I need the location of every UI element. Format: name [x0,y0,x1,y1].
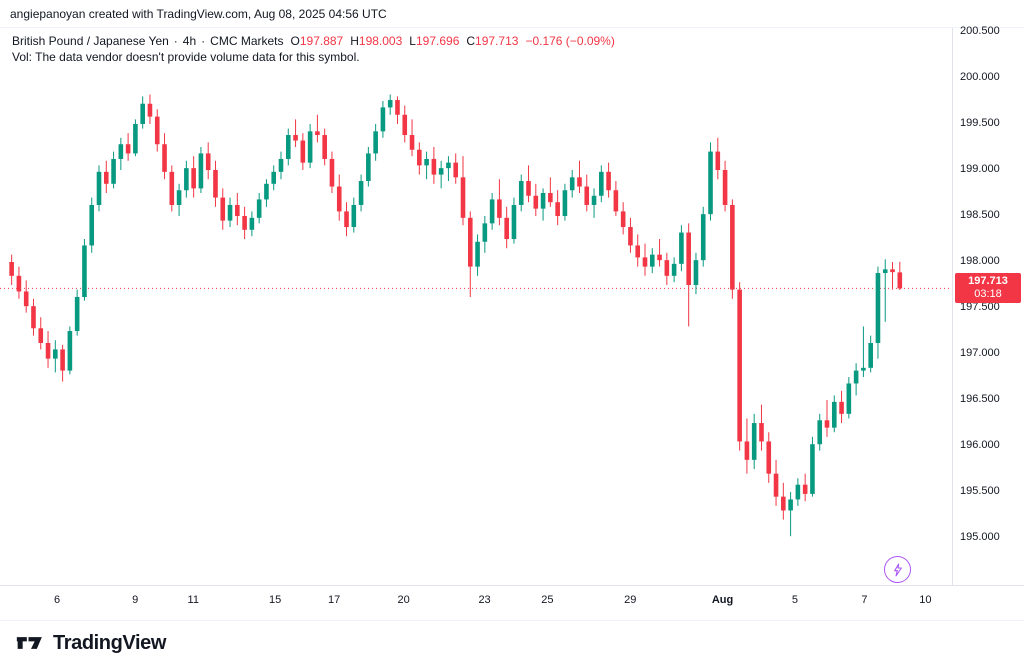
time-axis-label: 6 [54,594,61,606]
time-axis-label: 29 [624,594,637,606]
footer-bar: TradingView [0,620,1024,665]
close-value: 197.713 [475,34,519,48]
low-label: L [409,34,416,48]
last-price-badge: 197.713 03:18 [955,273,1021,304]
change-value: −0.176 (−0.09%) [525,34,615,48]
separator-dot: · [201,34,206,48]
time-axis-label: 9 [132,594,139,606]
lightning-button[interactable] [884,556,911,583]
price-axis-label: 195.500 [960,485,1000,498]
tradingview-logo-icon [16,637,42,649]
time-axis-label: 11 [187,594,199,606]
time-axis-label: 23 [478,594,491,606]
interval-label[interactable]: 4h [182,34,197,48]
price-axis-label: 196.000 [960,439,1000,452]
volume-row: Vol: The data vendor doesn't provide vol… [12,49,615,65]
price-axis-label: 197.500 [960,301,1000,314]
volume-message: Vol: The data vendor doesn't provide vol… [12,50,360,64]
price-axis-label: 199.000 [960,162,1000,175]
price-axis-label: 197.000 [960,347,1000,360]
price-axis-label: 196.500 [960,393,1000,406]
open-value: 197.887 [299,34,344,48]
separator-dot: · [173,34,178,48]
attribution-bar: angiepanoyan created with TradingView.co… [0,0,1024,28]
last-price-value: 197.713 [968,275,1008,288]
tradingview-wordmark: TradingView [53,631,167,654]
candlestick-canvas[interactable] [0,28,1024,585]
price-axis-label: 195.000 [960,531,1000,544]
price-axis-label: 200.000 [960,70,1000,83]
price-axis-label: 199.500 [960,116,1000,129]
symbol-title[interactable]: British Pound / Japanese Yen [12,34,169,48]
attribution-text: angiepanoyan created with TradingView.co… [10,7,387,21]
high-value: 198.003 [358,34,403,48]
lightning-icon [893,562,902,577]
time-axis-label: 25 [541,594,554,606]
time-axis-label: 20 [397,594,410,606]
time-axis-label: 10 [919,594,932,606]
low-value: 197.696 [415,34,460,48]
time-axis-label: 17 [328,594,341,606]
price-axis-label: 200.500 [960,24,1000,37]
tradingview-logo[interactable]: TradingView [16,630,166,656]
price-axis-label: 198.500 [960,208,1000,221]
symbol-row: British Pound / Japanese Yen · 4h · CMC Mark… [12,33,615,49]
exchange-label: CMC Markets [210,34,284,48]
chart-legend: British Pound / Japanese Yen · 4h · CMC Mark… [12,33,615,65]
close-label: C [466,34,476,48]
price-axis[interactable]: 200.500 200.000 199.500 199.000 198.500 198.0… [952,24,1024,585]
time-axis[interactable]: 6 9 11 15 17 20 23 25 29 Aug 5 7 10 [0,585,1024,621]
time-axis-label: Aug [711,594,734,606]
open-label: O [290,34,300,48]
time-axis-label: 15 [269,594,282,606]
bar-countdown: 03:18 [974,288,1002,301]
price-axis-label: 198.000 [960,255,1000,267]
high-label: H [350,34,359,48]
time-axis-label: 7 [861,594,868,606]
time-axis-label: 5 [791,594,798,606]
chart-region: British Pound / Japanese Yen · 4h · CMC Mark… [0,24,1024,621]
